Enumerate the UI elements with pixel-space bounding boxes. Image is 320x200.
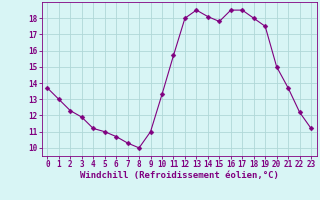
X-axis label: Windchill (Refroidissement éolien,°C): Windchill (Refroidissement éolien,°C): [80, 171, 279, 180]
